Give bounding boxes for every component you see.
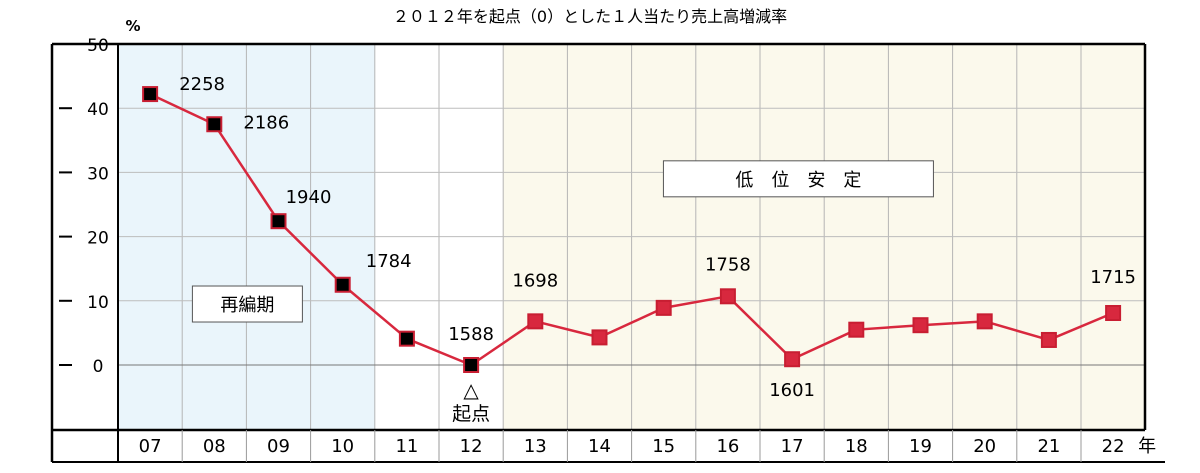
data-labels: 再編期 低 位 安 定 2258 2186 1940 1784 1588 1698 1758 16… bbox=[179, 74, 1136, 425]
chart-title: ２０１２年を起点（0）とした１人当たり売上高増減率 bbox=[393, 7, 787, 26]
marker-11 bbox=[398, 330, 415, 347]
ytick-label-0: 0 bbox=[93, 357, 104, 377]
xtick-label-07: 07 bbox=[139, 436, 162, 457]
xtick-label-22: 22 bbox=[1102, 436, 1125, 457]
data-label-13: 1698 bbox=[512, 270, 558, 291]
xtick-label-17: 17 bbox=[781, 436, 804, 457]
region-label-box-0 bbox=[191, 285, 303, 323]
xtick-label-13: 13 bbox=[524, 436, 547, 457]
xtick-label-16: 16 bbox=[716, 436, 739, 457]
axes: 0 10 20 30 40 50 07 08 09 10 11 12 13 14 15 16 17 18 19 20 2… bbox=[59, 36, 1156, 457]
data-label-16: 1758 bbox=[705, 254, 751, 275]
xtick-label-09: 09 bbox=[267, 436, 290, 457]
gridlines bbox=[118, 44, 1145, 430]
marker-21 bbox=[1040, 331, 1057, 348]
xtick-label-12: 12 bbox=[460, 436, 483, 457]
marker-13 bbox=[527, 313, 544, 330]
marker-15 bbox=[655, 299, 672, 316]
region-label-0: 再編期 bbox=[220, 295, 274, 316]
y-axis-unit: % bbox=[125, 17, 140, 35]
origin-triangle: △ bbox=[463, 378, 479, 402]
region-label-box-1 bbox=[662, 160, 934, 198]
xtick-label-11: 11 bbox=[395, 436, 418, 457]
ytick-label-50: 50 bbox=[87, 36, 109, 56]
marker-09 bbox=[270, 213, 287, 230]
marker-07 bbox=[142, 86, 159, 103]
data-label-09: 1940 bbox=[286, 187, 332, 208]
marker-12 bbox=[463, 357, 480, 373]
xtick-label-18: 18 bbox=[845, 436, 868, 457]
xtick-label-08: 08 bbox=[203, 436, 226, 457]
data-label-08: 2186 bbox=[243, 112, 289, 133]
marker-16 bbox=[719, 288, 736, 305]
marker-22 bbox=[1105, 304, 1122, 321]
xtick-label-15: 15 bbox=[652, 436, 675, 457]
marker-10 bbox=[334, 276, 351, 293]
xtick-label-20: 20 bbox=[973, 436, 996, 457]
region-label-1: 低 位 安 定 bbox=[735, 170, 861, 191]
origin-label: 起点 bbox=[452, 403, 490, 425]
marker-18 bbox=[848, 321, 865, 338]
marker-14 bbox=[591, 329, 608, 346]
xtick-label-10: 10 bbox=[331, 436, 354, 457]
xtick-label-21: 21 bbox=[1037, 436, 1060, 457]
ytick-label-40: 40 bbox=[87, 100, 109, 120]
marker-17 bbox=[784, 351, 801, 368]
marker-19 bbox=[912, 317, 929, 334]
series-line bbox=[142, 86, 1122, 373]
x-axis-suffix: 年 bbox=[1138, 436, 1156, 457]
data-label-22: 1715 bbox=[1090, 267, 1136, 288]
plot-frame bbox=[50, 42, 1165, 463]
data-label-10: 1784 bbox=[366, 251, 412, 272]
xtick-label-19: 19 bbox=[909, 436, 932, 457]
marker-08 bbox=[206, 116, 223, 133]
ytick-label-20: 20 bbox=[87, 229, 109, 249]
series-polyline bbox=[149, 92, 1114, 367]
data-label-07: 2258 bbox=[179, 74, 225, 95]
data-label-17: 1601 bbox=[769, 380, 815, 401]
xtick-label-14: 14 bbox=[588, 436, 611, 457]
marker-20 bbox=[976, 313, 993, 330]
ytick-label-30: 30 bbox=[87, 164, 109, 184]
data-label-12: 1588 bbox=[448, 324, 494, 345]
ytick-label-10: 10 bbox=[87, 293, 109, 313]
